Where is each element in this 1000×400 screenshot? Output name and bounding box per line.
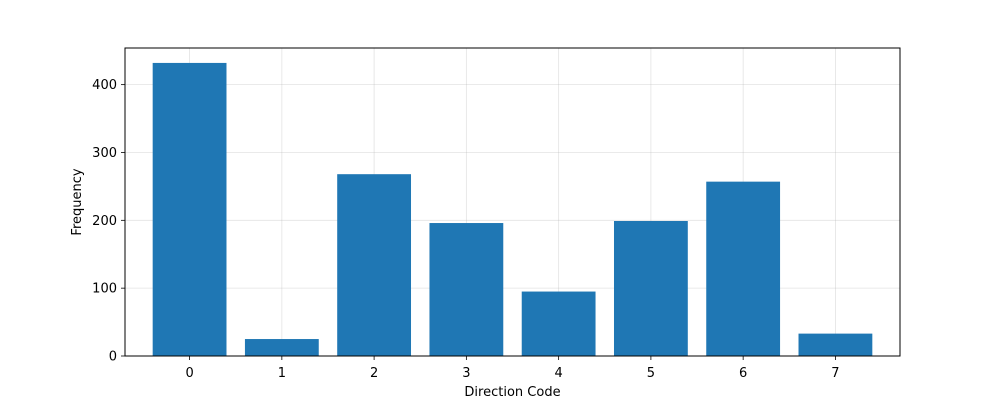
x-tick-label: 5 [647,366,655,381]
y-tick-label: 400 [92,78,117,93]
bar [613,220,688,356]
plot-frame [124,47,901,357]
x-axis-label: Direction Code [464,385,560,400]
bar [706,181,781,356]
x-tick-label: 7 [831,366,839,381]
bar [152,62,227,356]
y-tick-label: 0 [109,350,117,365]
y-axis-label: Frequency [70,168,85,235]
x-tick-label: 0 [185,366,193,381]
bar [798,333,873,356]
bar [521,291,596,356]
x-tick-label: 3 [462,366,470,381]
y-axis-ticks: 0 100 200 300 400 [92,78,125,365]
bar [244,339,319,356]
bars [152,62,873,356]
x-tick-label: 4 [554,366,562,381]
y-tick-label: 200 [92,214,117,229]
x-tick-label: 6 [739,366,747,381]
y-tick-label: 300 [92,146,117,161]
bar [337,174,412,356]
y-tick-label: 100 [92,282,117,297]
grid [125,48,900,357]
x-axis-ticks: 0 1 2 3 4 5 6 7 [185,356,840,381]
x-tick-label: 1 [278,366,286,381]
x-tick-label: 2 [370,366,378,381]
bar [429,223,504,356]
